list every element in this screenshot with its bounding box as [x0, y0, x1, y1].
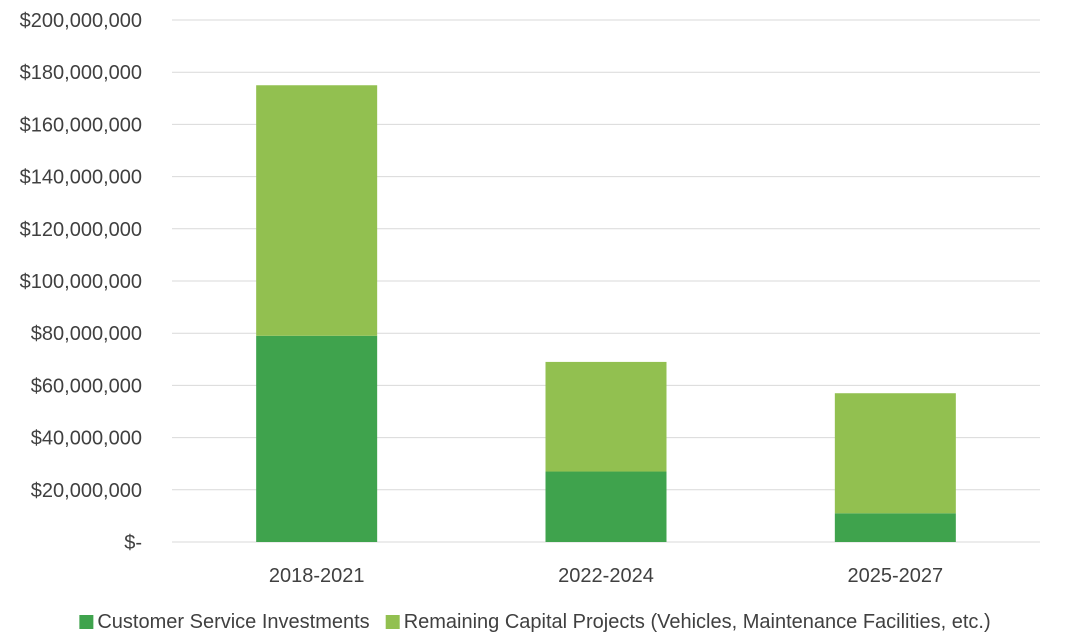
bar-remaining-capital-2025-2027	[834, 393, 956, 514]
bars	[256, 85, 956, 542]
y-tick-label: $200,000,000	[20, 10, 142, 32]
legend-item: Remaining Capital Projects (Vehicles, Ma…	[385, 611, 991, 633]
legend-label: Customer Service Investments	[97, 611, 369, 633]
y-tick-label: $140,000,000	[20, 167, 142, 189]
y-tick-label: $60,000,000	[31, 375, 142, 397]
y-axis-tick-labels: $- $20,000,000 $40,000,000 $60,000,000 $80,0…	[20, 10, 142, 554]
y-tick-label: $40,000,000	[31, 428, 142, 450]
y-tick-label: $160,000,000	[20, 114, 142, 136]
y-tick-label: $100,000,000	[20, 271, 142, 293]
bar-customer-service-2025-2027	[834, 513, 956, 542]
x-category-label: 2022-2024	[558, 565, 654, 587]
bar-customer-service-2022-2024	[545, 471, 667, 542]
y-tick-label: $20,000,000	[31, 480, 142, 502]
x-axis-category-labels: 2018-2021 2022-2024 2025-2027	[269, 565, 943, 587]
legend-swatch	[385, 615, 400, 629]
y-tick-label: $-	[124, 532, 142, 554]
bar-remaining-capital-2018-2021	[256, 85, 378, 336]
x-category-label: 2018-2021	[269, 565, 365, 587]
y-tick-label: $180,000,000	[20, 62, 142, 84]
bar-remaining-capital-2022-2024	[545, 361, 667, 472]
legend-item: Customer Service Investments	[79, 611, 370, 633]
y-tick-label: $80,000,000	[31, 323, 142, 345]
legend: Customer Service Investments Remaining Ca…	[79, 611, 991, 633]
legend-label: Remaining Capital Projects (Vehicles, Ma…	[404, 611, 991, 633]
bar-customer-service-2018-2021	[256, 335, 378, 542]
legend-swatch	[79, 615, 94, 629]
y-tick-label: $120,000,000	[20, 219, 142, 241]
x-category-label: 2025-2027	[848, 565, 944, 587]
